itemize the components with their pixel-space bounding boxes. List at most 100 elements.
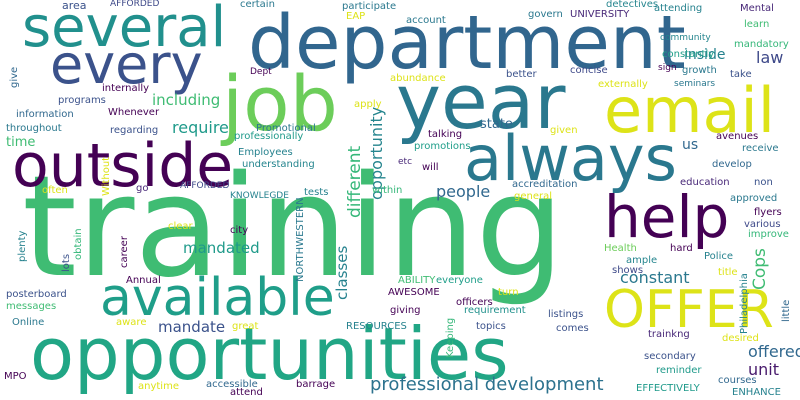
word: requirement	[464, 305, 526, 316]
word: promotions	[414, 141, 471, 152]
word: Cops	[750, 248, 770, 290]
word: participate	[342, 1, 397, 12]
word: desired	[722, 333, 759, 344]
word: posterboard	[6, 289, 67, 300]
word: account	[406, 15, 446, 26]
word: courses	[718, 375, 757, 386]
word: barrage	[296, 379, 336, 390]
word: anytime	[138, 381, 179, 392]
word: accreditation	[512, 179, 578, 190]
word: AFFORDED	[180, 181, 230, 191]
word: professional development	[370, 374, 604, 395]
word: seminars	[674, 79, 716, 89]
word: EAP	[346, 11, 366, 22]
word: clear	[168, 221, 193, 232]
word: mandatory	[734, 39, 789, 50]
word: attending	[654, 3, 703, 14]
word: mandate	[158, 318, 226, 336]
word: approved	[730, 193, 778, 204]
word: learn	[744, 19, 770, 30]
word: area	[62, 0, 87, 12]
word: OFFER	[604, 280, 774, 340]
word: outside	[12, 131, 234, 201]
word: abundance	[390, 73, 446, 84]
word: better	[506, 69, 537, 80]
word: etc	[398, 157, 413, 167]
word: unit	[748, 360, 779, 379]
word: hard	[670, 243, 693, 254]
word: develop	[712, 159, 752, 170]
word: professionally	[234, 131, 304, 142]
word: classes	[333, 245, 351, 300]
word: obtain	[73, 228, 84, 260]
word: given	[550, 125, 578, 136]
word: constantly	[662, 49, 715, 60]
word: AFFORDED	[110, 0, 160, 9]
word: understanding	[242, 159, 315, 170]
word: Dept	[250, 67, 272, 77]
word: aware	[116, 317, 147, 328]
word: email	[604, 74, 775, 147]
word: concise	[570, 65, 608, 76]
word: Promotional	[256, 123, 316, 134]
word: several	[22, 0, 227, 60]
word: year	[396, 57, 566, 146]
word: sign	[658, 63, 677, 73]
word: reminder	[656, 365, 702, 376]
word: community	[660, 33, 711, 43]
word: improve	[748, 229, 789, 240]
word: detectives	[606, 0, 659, 10]
word: secondary	[644, 351, 696, 362]
word: Whenever	[108, 107, 160, 118]
word: city	[230, 225, 249, 236]
word: different	[345, 145, 365, 218]
word: Health	[604, 243, 637, 254]
word: every	[50, 33, 203, 96]
word: take	[730, 69, 752, 80]
word: help	[604, 183, 730, 251]
word: flyers	[754, 207, 782, 218]
word: us	[682, 137, 699, 153]
word: receive	[742, 143, 779, 154]
word: everyone	[436, 275, 483, 286]
word: EFFECTIVELY	[636, 383, 700, 394]
word: time	[6, 135, 36, 150]
word: comes	[556, 323, 589, 334]
word: state	[480, 117, 513, 132]
word: listings	[548, 309, 584, 320]
word: give	[9, 66, 20, 88]
word: Mental	[740, 3, 774, 14]
word: govern	[528, 9, 563, 20]
word: always	[464, 122, 677, 195]
word: programs	[58, 95, 106, 106]
word: department	[248, 0, 686, 86]
word: trainkng	[648, 329, 690, 340]
word: avenues	[716, 131, 759, 142]
word: certain	[240, 0, 275, 10]
word: available	[100, 268, 335, 328]
word: regarding	[110, 125, 159, 136]
word: including	[152, 91, 221, 109]
word: career	[119, 236, 130, 268]
word: ENHANCE	[732, 387, 781, 398]
word: topics	[476, 321, 506, 332]
word: law	[756, 48, 784, 67]
word: Philadelphia	[739, 273, 750, 334]
word: often	[42, 185, 68, 196]
word: various	[744, 219, 781, 230]
word: Annual	[126, 275, 161, 286]
word: giving	[390, 305, 421, 316]
word: throughout	[6, 123, 62, 134]
word: talking	[428, 129, 463, 140]
word: tests	[304, 187, 329, 198]
word: KNOWLEGDE	[230, 191, 289, 201]
word: ABILITY	[398, 275, 436, 286]
word: job	[222, 59, 338, 148]
word: messages	[6, 301, 57, 312]
word: plenty	[17, 230, 28, 262]
word: Employees	[238, 147, 293, 158]
word: officers	[456, 297, 493, 308]
word: go	[136, 183, 149, 194]
word: apply	[354, 99, 382, 110]
